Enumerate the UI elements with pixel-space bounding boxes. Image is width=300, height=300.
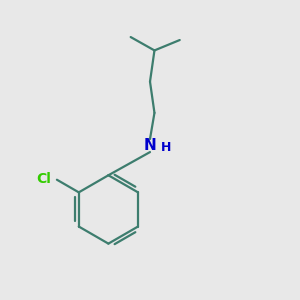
Text: H: H (161, 141, 172, 154)
Text: Cl: Cl (37, 172, 52, 185)
Text: N: N (144, 138, 156, 153)
